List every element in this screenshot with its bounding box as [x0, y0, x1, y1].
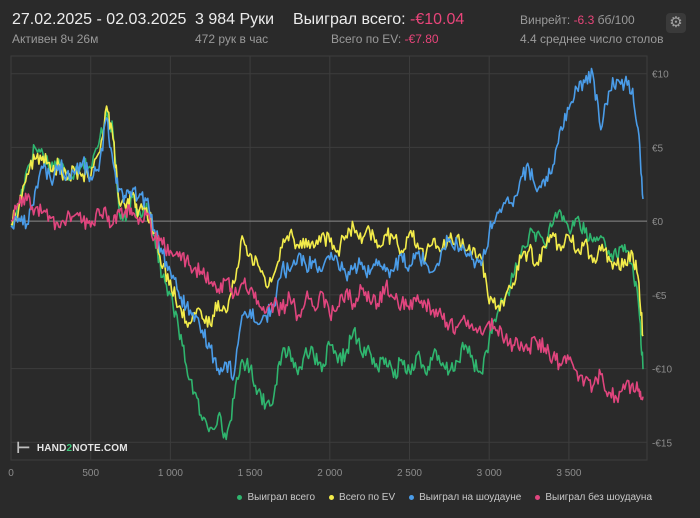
y-tick-label: €0: [652, 217, 664, 228]
total-ev: Всего по EV: -€7.80: [331, 32, 439, 46]
x-tick-label: 1 500: [238, 468, 263, 479]
total-ev-value: -€7.80: [404, 32, 439, 46]
legend-label: Всего по EV: [339, 492, 396, 503]
x-tick-label: 3 000: [477, 468, 502, 479]
y-tick-label: -€5: [652, 291, 667, 302]
total-ev-label: Всего по EV:: [331, 32, 402, 46]
gear-icon[interactable]: ⚙: [666, 13, 686, 33]
winrate-label: Винрейт:: [520, 13, 571, 27]
y-tick-label: €10: [652, 70, 669, 81]
active-time: Активен 8ч 26м: [12, 32, 99, 46]
y-tick-label: -€10: [652, 365, 672, 376]
legend-item[interactable]: Выиграл на шоудауне: [409, 492, 521, 503]
series-line-ev: [10, 105, 644, 337]
legend-label: Выиграл без шоудауна: [545, 492, 652, 503]
logo-mark-icon: ⊢: [16, 440, 31, 457]
hands-per-hour: 472 рук в час: [195, 32, 269, 46]
legend-dot-icon: [535, 495, 541, 500]
legend-dot-icon: [329, 495, 335, 500]
logo-text: HAND2NOTE.COM: [36, 442, 128, 454]
x-tick-label: 3 500: [556, 468, 581, 479]
series-line-showdown: [10, 67, 644, 381]
legend-item[interactable]: Выиграл без шоудауна: [535, 492, 652, 503]
hands-count: 3 984 Руки: [195, 11, 275, 28]
total-won: Выиграл всего: -€10.04: [293, 11, 464, 29]
date-range: 27.02.2025 - 02.03.2025: [12, 11, 187, 28]
series-line-nonshowdown: [10, 192, 644, 404]
legend-item[interactable]: Всего по EV: [329, 492, 395, 503]
total-won-label: Выиграл всего:: [293, 11, 406, 28]
x-tick-label: 2 000: [317, 468, 342, 479]
x-tick-label: 0: [8, 468, 14, 479]
average-tables: 4.4 среднее число столов: [520, 32, 664, 46]
summary-header: 27.02.2025 - 02.03.2025 Активен 8ч 26м 3…: [0, 0, 700, 52]
legend-label: Выиграл всего: [247, 492, 316, 503]
series-line-won: [10, 109, 644, 441]
legend-dot-icon: [409, 495, 415, 500]
y-tick-label: €5: [652, 143, 664, 154]
hand2note-logo: ⊢ HAND2NOTE.COM: [16, 438, 128, 458]
profit-chart: 0 500 1 000 1 500 2 000 2 500 3 000 3 500 €10 €5 €…: [8, 55, 672, 479]
legend-dot-icon: [237, 495, 243, 500]
winrate-value: -6.3: [573, 13, 595, 27]
total-won-value: -€10.04: [410, 11, 465, 28]
x-tick-label: 2 500: [397, 468, 422, 479]
y-tick-label: -€15: [652, 438, 672, 449]
chart-legend: Выиграл всего Всего по EV Выиграл на шоуда…: [237, 492, 652, 503]
x-tick-label: 500: [82, 468, 99, 479]
x-tick-label: 1 000: [158, 468, 183, 479]
winrate-unit: бб/100: [597, 13, 635, 27]
legend-item[interactable]: Выиграл всего: [237, 492, 315, 503]
winrate: Винрейт: -6.3 бб/100: [520, 13, 635, 27]
legend-label: Выиграл на шоудауне: [419, 492, 522, 503]
